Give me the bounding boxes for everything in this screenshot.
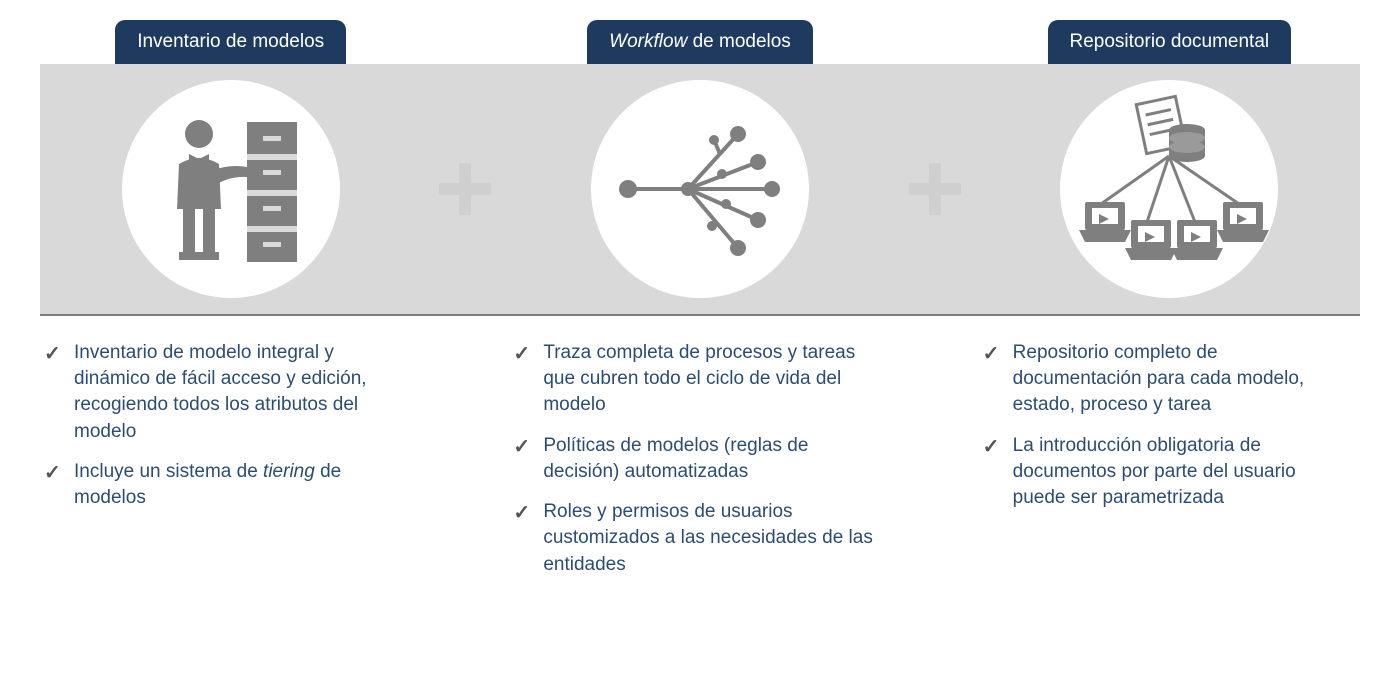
bullet-item: La introducción obligatoria de documento… <box>983 433 1350 512</box>
tab-row: Repositorio documental <box>979 20 1360 64</box>
branch-network-icon <box>610 104 790 274</box>
icon-stage <box>509 64 890 316</box>
bullet-item: Roles y permisos de usuarios customizado… <box>513 499 880 578</box>
section-inventario: Inventario de modelos <box>40 20 421 525</box>
plus-icon <box>905 159 965 219</box>
plus-separator <box>891 20 979 316</box>
bullet-list: Traza completa de procesos y tareas que … <box>509 316 890 578</box>
bullet-item: Incluye un sistema de tiering de modelos <box>44 459 411 511</box>
tab-row: Inventario de modelos <box>40 20 421 64</box>
icon-stage <box>979 64 1360 316</box>
bullet-item: Traza completa de procesos y tareas que … <box>513 340 880 419</box>
doc-network-icon <box>1069 94 1269 284</box>
tab-row: Workflow de modelos <box>509 20 890 64</box>
bullet-item: Políticas de modelos (reglas de decisión… <box>513 433 880 485</box>
section-workflow: Workflow de modelos <box>509 20 890 592</box>
icon-circle <box>1060 80 1278 298</box>
plus-icon <box>435 159 495 219</box>
bullet-item: Inventario de modelo integral y dinámico… <box>44 340 411 445</box>
icon-stage <box>40 64 421 316</box>
section-tab: Inventario de modelos <box>115 20 346 64</box>
bullet-item: Repositorio completo de documentación pa… <box>983 340 1350 419</box>
bullet-list: Repositorio completo de documentación pa… <box>979 316 1360 511</box>
icon-circle <box>591 80 809 298</box>
bullet-list: Inventario de modelo integral y dinámico… <box>40 316 421 511</box>
icon-circle <box>122 80 340 298</box>
person-cabinet-icon <box>151 104 311 274</box>
plus-separator <box>421 20 509 316</box>
infographic-root: Inventario de modelos <box>0 0 1400 592</box>
section-tab: Repositorio documental <box>1048 20 1292 64</box>
section-repositorio: Repositorio documental <box>979 20 1360 525</box>
section-tab: Workflow de modelos <box>587 20 813 64</box>
